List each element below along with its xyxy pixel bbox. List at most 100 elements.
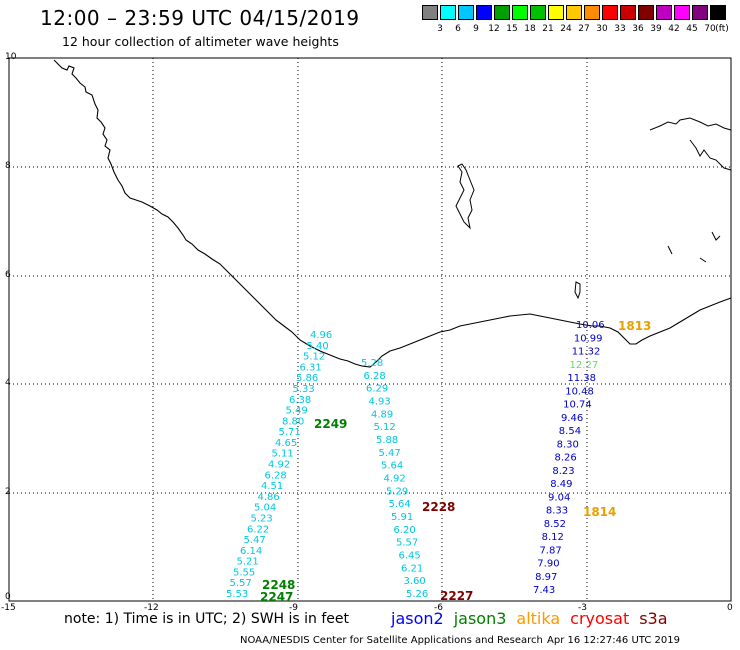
swh-value: 5.86: [296, 373, 318, 384]
swh-value: 8.23: [552, 466, 574, 477]
colorbar-swatch: [530, 5, 546, 20]
colorbar-swatch: [422, 5, 438, 20]
swh-value: 5.55: [233, 567, 255, 578]
colorbar-label: 18: [524, 24, 536, 34]
y-tick-label: 6: [5, 270, 11, 280]
swh-value: 4.89: [371, 409, 393, 420]
colorbar-label: 9: [473, 24, 479, 34]
colorbar-label: 12: [488, 24, 500, 34]
pass-id-label: 2247: [260, 590, 293, 604]
y-tick-label: 10: [5, 52, 17, 62]
colorbar-swatch: [602, 5, 618, 20]
legend-item: cryosat: [570, 609, 630, 628]
legend-item: s3a: [639, 609, 668, 628]
swh-value: 6.28: [364, 371, 386, 382]
swh-value: 4.92: [384, 474, 406, 485]
colorbar-swatch: [656, 5, 672, 20]
swh-value: 5.57: [230, 578, 252, 589]
swh-value: 9.46: [561, 413, 583, 424]
swh-value: 6.31: [300, 362, 322, 373]
swh-value: 5.33: [293, 384, 315, 395]
swh-value: 4.51: [261, 481, 283, 492]
colorbar-swatch: [548, 5, 564, 20]
swh-value: 10.06: [576, 320, 605, 331]
swh-value: 5.26: [406, 589, 428, 600]
swh-value: 5.40: [307, 341, 329, 352]
x-tick-label: -12: [144, 603, 159, 613]
swh-value: 5.57: [396, 538, 418, 549]
swh-value: 6.38: [289, 395, 311, 406]
x-tick-label: 0: [727, 603, 733, 613]
swh-value: 11.32: [572, 347, 601, 358]
colorbar-label: 3: [437, 24, 443, 34]
colorbar-label: 33: [614, 24, 626, 34]
colorbar-label: 21: [542, 24, 554, 34]
swh-value: 5.21: [237, 557, 259, 568]
swh-value: 4.93: [369, 397, 391, 408]
colorbar-label: 42: [668, 24, 680, 34]
generation-timestamp: Apr 16 12:27:46 UTC 2019: [547, 635, 680, 646]
colorbar-label: 24: [560, 24, 572, 34]
pass-id-label: 2227: [440, 589, 473, 603]
colorbar-swatch: [566, 5, 582, 20]
colorbar-label: 30: [596, 24, 608, 34]
page-title: 12:00 – 23:59 UTC 04/15/2019: [40, 6, 360, 30]
swh-value: 6.45: [399, 551, 421, 562]
swh-value: 8.80: [282, 416, 304, 427]
swh-value: 5.47: [379, 448, 401, 459]
swh-value: 5.04: [254, 503, 276, 514]
x-tick-label: -9: [289, 603, 298, 613]
colorbar-swatch: [620, 5, 636, 20]
swh-value: 4.92: [268, 460, 290, 471]
footer-note: note: 1) Time is in UTC; 2) SWH is in fe…: [64, 611, 350, 627]
coastline: [53, 59, 732, 368]
colorbar-label: 6: [455, 24, 461, 34]
swh-value: 7.87: [539, 545, 561, 556]
colorbar-label: 15: [506, 24, 518, 34]
colorbar-swatch: [674, 5, 690, 20]
map-frame: [8, 57, 732, 602]
colorbar-swatch: [512, 5, 528, 20]
swh-value: 5.71: [279, 427, 301, 438]
swh-value: 10.74: [563, 400, 592, 411]
swh-value: 5.49: [286, 406, 308, 417]
swh-value: 4.65: [275, 438, 297, 449]
swh-value: 6.14: [240, 546, 262, 557]
colorbar-swatch: [584, 5, 600, 20]
colorbar-swatch: [458, 5, 474, 20]
swh-value: 6.20: [394, 525, 416, 536]
satellite-legend: jason2 jason3 altika cryosat s3a: [391, 609, 678, 628]
swh-value: 5.28: [361, 358, 383, 369]
bioko-island: [574, 281, 581, 300]
swh-value: 6.29: [366, 384, 388, 395]
lake-volta: [455, 163, 475, 230]
swh-value: 5.64: [389, 499, 411, 510]
x-tick-label: -15: [1, 603, 16, 613]
pass-id-label: 1814: [583, 505, 616, 519]
swh-value: 5.53: [226, 589, 248, 600]
swh-value: 6.28: [265, 470, 287, 481]
swh-value: 8.54: [559, 426, 581, 437]
x-tick-label: -6: [434, 603, 443, 613]
colorbar-label: 36: [632, 24, 644, 34]
swh-value: 11.38: [567, 373, 596, 384]
swh-value: 5.47: [244, 535, 266, 546]
grid: [9, 58, 731, 601]
swh-value: 8.30: [557, 439, 579, 450]
colorbar-label: 70: [704, 24, 716, 34]
y-tick-label: 4: [5, 378, 11, 388]
legend-item: altika: [516, 609, 561, 628]
colorbar-unit: (ft): [715, 24, 729, 34]
legend-item: jason3: [453, 609, 507, 628]
swh-value: 7.90: [537, 559, 559, 570]
swh-value: 7.43: [533, 585, 555, 596]
swh-value: 9.04: [548, 492, 570, 503]
page-subtitle: 12 hour collection of altimeter wave hei…: [62, 34, 339, 49]
y-tick-label: 0: [5, 592, 11, 602]
swh-value: 8.97: [535, 572, 557, 583]
satellite-tracks: 4.965.405.126.315.865.336.385.498.805.71…: [226, 319, 651, 604]
swh-value: 8.49: [550, 479, 572, 490]
swh-value: 3.60: [404, 576, 426, 587]
swh-value: 4.86: [258, 492, 280, 503]
